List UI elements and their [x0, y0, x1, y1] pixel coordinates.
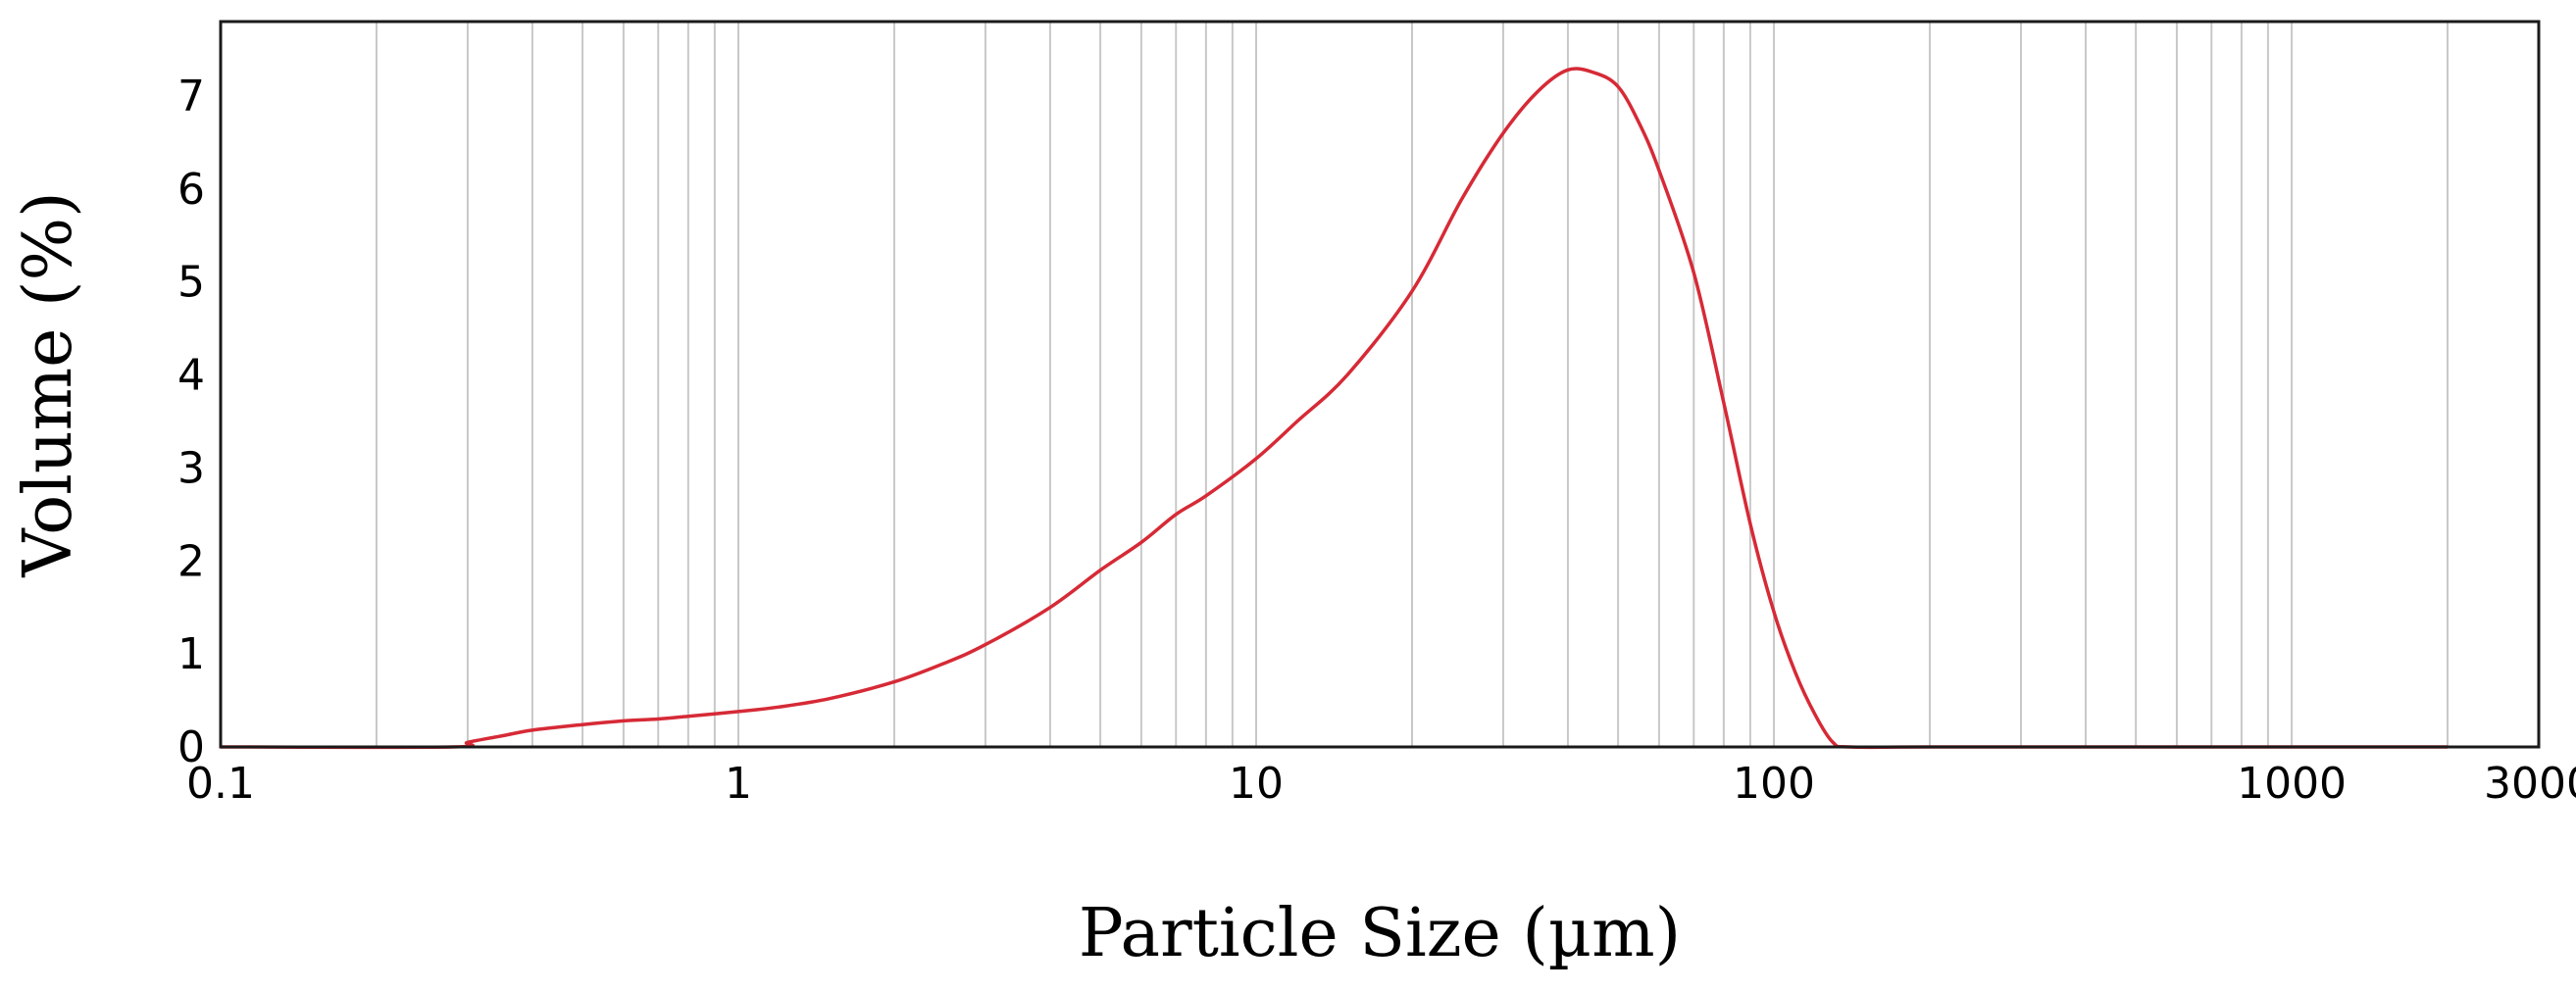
y-tick-label: 6: [177, 165, 205, 215]
x-axis-title: Particle Size (µm): [1079, 895, 1681, 972]
data-series: [220, 67, 2448, 750]
x-tick-label: 1000: [2237, 759, 2347, 809]
volume-distribution-line: [220, 67, 2448, 750]
y-tick-label: 2: [177, 536, 205, 586]
x-tick-label: 100: [1733, 759, 1815, 809]
y-tick-label: 3: [177, 443, 205, 493]
x-tick-label: 0.1: [186, 759, 255, 809]
plot-area-frame: [219, 20, 2541, 749]
y-tick-label: 7: [177, 72, 205, 122]
x-tick-label: 3000: [2484, 759, 2576, 809]
x-tick-label: 1: [725, 759, 752, 809]
y-tick-label: 4: [177, 351, 205, 401]
x-tick-label: 10: [1229, 759, 1284, 809]
y-axis-tick-labels: 0 1 2 3 4 5 6 7: [177, 72, 205, 772]
y-tick-label: 0: [177, 722, 205, 772]
y-tick-label: 5: [177, 258, 205, 308]
y-tick-label: 1: [177, 629, 205, 679]
grid-lines: [375, 22, 2450, 747]
x-axis-tick-labels: 0.1 1 10 100 1000 3000: [186, 759, 2576, 809]
y-axis-title: Volume (%): [10, 191, 87, 577]
